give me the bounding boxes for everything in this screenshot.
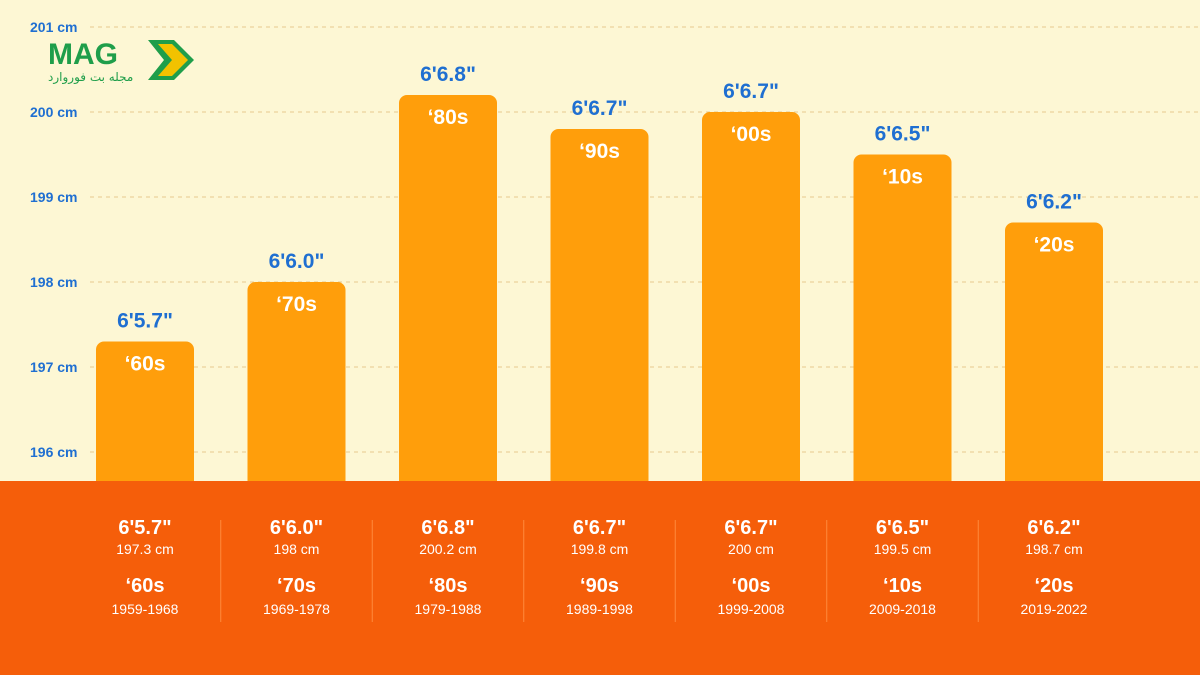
summary-table: 6'5.7" 197.3 cm ‘60s 1959-1968 6'6.0" 198 cm ‘… <box>112 517 1088 622</box>
bar-value-label: 6'6.7" <box>723 80 779 103</box>
summary-years: 1969-1978 <box>263 601 330 617</box>
summary-feet: 6'6.2" <box>1027 517 1080 539</box>
bar-value-label: 6'6.0" <box>269 250 325 273</box>
bar-category-label: ‘60s <box>125 353 166 376</box>
bar <box>247 282 346 491</box>
summary-cm: 198.7 cm <box>1025 541 1083 557</box>
summary-band <box>0 481 1200 675</box>
bar <box>96 341 194 491</box>
logo-subtitle: مجله بت فوروارد <box>48 70 134 84</box>
bar-value-label: 6'6.5" <box>875 123 931 146</box>
bar <box>1005 222 1103 491</box>
summary-feet: 6'6.5" <box>876 517 929 539</box>
summary-decade: ‘10s <box>883 575 922 597</box>
summary-feet: 6'6.7" <box>724 517 777 539</box>
bar-value-label: 6'6.8" <box>420 63 476 86</box>
bar-category-label: ‘00s <box>731 123 772 146</box>
summary-decade: ‘90s <box>580 575 619 597</box>
brand-logo: MAG مجله بت فوروارد <box>48 38 198 88</box>
bar-category-label: ‘10s <box>882 166 923 189</box>
bar <box>702 112 800 491</box>
summary-decade: ‘80s <box>429 575 468 597</box>
bar-category-label: ‘90s <box>579 140 620 163</box>
bar-value-label: 6'5.7" <box>117 310 173 333</box>
y-tick-label: 201 cm <box>30 19 77 35</box>
bar-value-label: 6'6.2" <box>1026 191 1082 214</box>
summary-years: 1989-1998 <box>566 601 633 617</box>
summary-years: 1999-2008 <box>718 601 785 617</box>
y-tick-label: 198 cm <box>30 274 77 290</box>
bar-category-label: ‘70s <box>276 293 317 316</box>
summary-years: 2009-2018 <box>869 601 936 617</box>
bar-category-label: ‘80s <box>428 106 469 129</box>
y-tick-label: 197 cm <box>30 359 77 375</box>
summary-feet: 6'6.8" <box>421 517 474 539</box>
summary-cm: 200 cm <box>728 541 774 557</box>
y-tick-label: 200 cm <box>30 104 77 120</box>
bar-value-label: 6'6.7" <box>572 97 628 120</box>
y-axis: 196 cm 197 cm 198 cm 199 cm 200 cm 201 cm <box>30 19 77 460</box>
bar <box>550 129 649 491</box>
summary-cm: 198 cm <box>274 541 320 557</box>
y-tick-label: 196 cm <box>30 444 77 460</box>
summary-cm: 199.8 cm <box>571 541 629 557</box>
summary-feet: 6'6.7" <box>573 517 626 539</box>
bar <box>399 95 497 491</box>
summary-decade: ‘00s <box>732 575 771 597</box>
summary-years: 2019-2022 <box>1021 601 1088 617</box>
summary-decade: ‘20s <box>1035 575 1074 597</box>
summary-years: 1959-1968 <box>112 601 179 617</box>
summary-cm: 200.2 cm <box>419 541 477 557</box>
summary-years: 1979-1988 <box>415 601 482 617</box>
bars: 6'5.7" ‘60s 6'6.0" ‘70s 6'6.8" ‘80s 6'6.7" ‘90s… <box>96 63 1103 491</box>
y-tick-label: 199 cm <box>30 189 77 205</box>
summary-cm: 199.5 cm <box>874 541 932 557</box>
summary-feet: 6'6.0" <box>270 517 323 539</box>
logo-text: MAG <box>48 38 118 71</box>
logo-arrow-icon <box>148 40 194 80</box>
summary-cm: 197.3 cm <box>116 541 174 557</box>
summary-feet: 6'5.7" <box>118 517 171 539</box>
bar-category-label: ‘20s <box>1034 234 1075 257</box>
summary-decade: ‘60s <box>126 575 165 597</box>
bar <box>853 154 952 491</box>
summary-decade: ‘70s <box>277 575 316 597</box>
